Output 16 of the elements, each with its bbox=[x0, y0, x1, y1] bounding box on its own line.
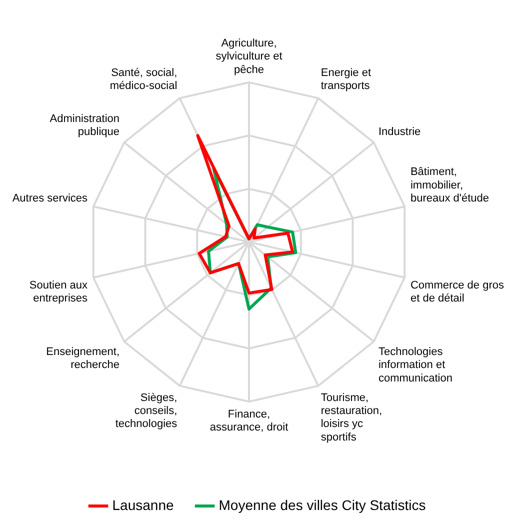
spoke-label: Finance, assurance, droit bbox=[210, 408, 288, 434]
spoke-label: Commerce de gros et de détail bbox=[410, 279, 504, 305]
spoke-label: Bâtiment, immobilier, bureaux d'étude bbox=[410, 166, 490, 205]
spoke-label: Agriculture, sylviculture et pêche bbox=[216, 37, 282, 76]
spoke-label: Enseignement, recherche bbox=[46, 346, 120, 372]
spoke-label: Industrie bbox=[378, 126, 421, 138]
spoke-label: Autres services bbox=[12, 192, 88, 205]
spoke-label: Tourisme, restauration, loisirs yc sportifs bbox=[320, 392, 382, 444]
spoke-label: Technologies information et communication bbox=[378, 346, 452, 384]
spoke-label: Sièges, conseils, technologies bbox=[115, 392, 178, 430]
legend-label: Lausanne bbox=[112, 496, 174, 513]
spoke-label: Administration publique bbox=[50, 112, 120, 138]
spoke-label: Santé, social, médico-social bbox=[110, 67, 178, 92]
spoke-label: Soutien aux entreprises bbox=[29, 279, 88, 305]
legend-label: Moyenne des villes City Statistics bbox=[218, 496, 426, 513]
spoke-label: Energie et transports bbox=[320, 67, 372, 92]
